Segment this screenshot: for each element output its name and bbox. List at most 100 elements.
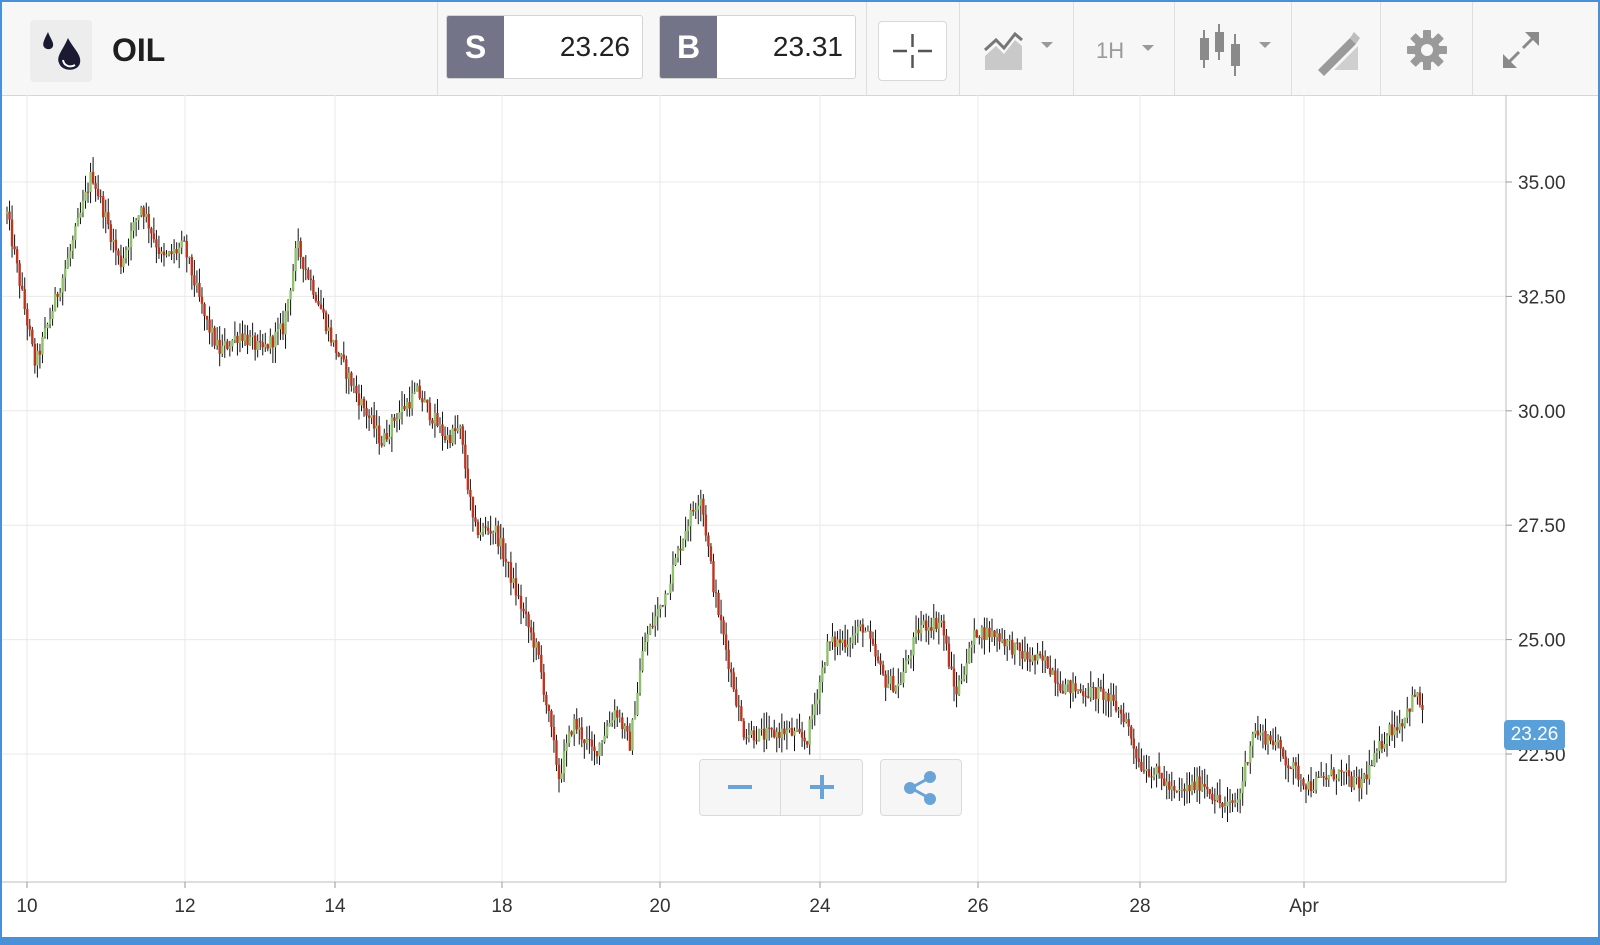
candle-down	[871, 638, 875, 645]
candle-down	[1342, 771, 1346, 773]
candle-down	[489, 530, 492, 534]
candle-up	[859, 624, 862, 627]
candle-down	[988, 627, 991, 638]
zoom-in-button[interactable]	[781, 760, 862, 815]
candle-up	[894, 686, 897, 692]
candle-down	[246, 334, 249, 346]
candle-up	[459, 426, 462, 429]
candle-up	[276, 329, 280, 332]
fullscreen-button[interactable]	[1472, 2, 1598, 95]
settings-button[interactable]	[1380, 2, 1473, 95]
candle-up	[1013, 642, 1016, 655]
candle-down	[1132, 738, 1136, 749]
candle-up	[841, 639, 844, 644]
chevron-down-icon	[1142, 45, 1154, 51]
sell-label: S	[447, 16, 504, 78]
candle-up	[76, 217, 80, 227]
candle-up	[5, 211, 9, 215]
candle-down	[1130, 726, 1133, 739]
candle-down	[714, 592, 718, 594]
candle-up	[51, 311, 54, 320]
candle-down	[983, 627, 986, 640]
candle-down	[952, 668, 956, 687]
candle-up	[81, 200, 85, 213]
candle-down	[1271, 740, 1275, 746]
candle-up	[1170, 786, 1173, 790]
candle-down	[1162, 778, 1166, 786]
sell-button[interactable]: S 23.26	[446, 15, 643, 79]
candle-down	[651, 625, 654, 627]
candle-up	[327, 327, 330, 332]
candle-down	[740, 706, 743, 721]
price-chart[interactable]: 35.00 32.50 30.00 27.50 25.00 22.50 10 12 14 18 2…	[2, 95, 1598, 937]
candle-up	[995, 633, 999, 638]
buy-button[interactable]: B 23.31	[659, 15, 856, 79]
candle-down	[334, 340, 338, 353]
candle-down	[704, 514, 708, 536]
candle-up	[757, 728, 761, 741]
candle-up	[813, 704, 816, 716]
candle-down	[509, 562, 513, 583]
share-button[interactable]	[880, 759, 962, 816]
candle-down	[403, 405, 406, 410]
candle-down	[517, 595, 520, 597]
candle-up	[904, 660, 908, 672]
candle-down	[729, 669, 733, 673]
candle-up	[1125, 719, 1128, 722]
drawing-tools-button[interactable]	[1291, 2, 1381, 95]
candle-down	[1395, 727, 1399, 731]
candle-down	[205, 316, 209, 320]
candle-down	[1347, 770, 1351, 777]
crosshair-button[interactable]	[878, 21, 947, 81]
candle-down	[203, 303, 206, 317]
candle-up	[294, 248, 297, 272]
candle-up	[1254, 730, 1257, 734]
candle-up	[633, 715, 637, 720]
oil-drops-icon	[43, 32, 81, 70]
candle-down	[1150, 776, 1153, 778]
buy-price: 23.31	[772, 31, 843, 62]
x-tick-label: 10	[16, 896, 37, 917]
candle-up	[648, 625, 652, 635]
line-chart-icon	[983, 31, 1023, 70]
candle-down	[838, 639, 842, 644]
candle-down	[869, 630, 872, 639]
candle-down	[803, 737, 806, 742]
candle-style-button[interactable]	[1174, 2, 1291, 95]
candle-down	[1074, 683, 1077, 692]
candle-down	[337, 352, 340, 357]
candle-down	[735, 689, 738, 706]
candle-up	[1312, 789, 1315, 792]
candle-down	[1287, 765, 1290, 769]
chart-type-button[interactable]	[959, 2, 1074, 95]
candle-up	[1005, 640, 1009, 647]
candle-up	[1327, 775, 1330, 780]
candle-down	[555, 740, 558, 765]
candle-up	[699, 498, 703, 506]
candle-up	[398, 412, 401, 420]
y-axis-ticks: 35.00 32.50 30.00 27.50 25.00 22.50	[1506, 173, 1566, 766]
candle-down	[200, 296, 204, 304]
timeframe-button[interactable]: 1H	[1073, 2, 1174, 95]
candle-down	[783, 728, 786, 735]
candle-down	[357, 393, 361, 406]
candle-down	[162, 251, 166, 256]
candle-up	[79, 212, 82, 218]
x-tick-label: 26	[967, 896, 988, 917]
candle-up	[567, 731, 571, 744]
candle-up	[264, 344, 267, 348]
candle-up	[1345, 770, 1348, 773]
candle-down	[18, 263, 21, 286]
candle-down	[1284, 756, 1287, 766]
candle-down	[955, 686, 958, 695]
candle-down	[91, 172, 95, 184]
candle-down	[309, 278, 313, 281]
candle-up	[1178, 789, 1181, 791]
candle-up	[836, 639, 839, 647]
candle-up	[1314, 776, 1318, 790]
candle-up	[1117, 709, 1120, 711]
zoom-out-button[interactable]	[700, 760, 781, 815]
candle-down	[717, 593, 720, 616]
candle-up	[1403, 717, 1406, 727]
candle-up	[1071, 683, 1075, 694]
